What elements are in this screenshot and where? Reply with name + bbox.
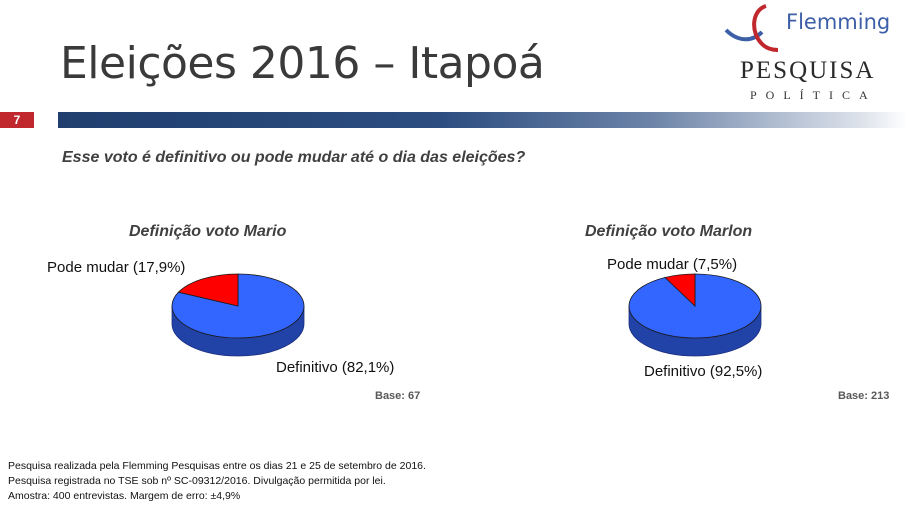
flemming-mark-icon xyxy=(724,4,779,52)
pie-chart-mario xyxy=(171,273,305,357)
page-title: Eleições 2016 – Itapoá xyxy=(60,38,545,89)
page-number-badge: 7 xyxy=(0,112,34,128)
logo-brand: Flemming xyxy=(786,10,891,34)
survey-question: Esse voto é definitivo ou pode mudar até… xyxy=(62,149,526,166)
pie-chart-marlon xyxy=(628,273,762,357)
footer-line: Amostra: 400 entrevistas. Margem de erro… xyxy=(8,490,241,502)
pie-slice-pode-mudar xyxy=(177,273,239,307)
slice-label-marlon-pode-mudar: Pode mudar (7,5%) xyxy=(607,256,738,273)
logo-line1: PESQUISA xyxy=(740,57,876,84)
header-bar xyxy=(58,112,907,128)
slice-label-mario-definitivo: Definitivo (82,1%) xyxy=(276,359,395,376)
chart-title-marlon: Definição voto Marlon xyxy=(585,223,753,240)
slice-label-marlon-definitivo: Definitivo (92,5%) xyxy=(644,363,763,380)
footer-notes: Pesquisa realizada pela Flemming Pesquis… xyxy=(8,459,426,504)
footer-line: Pesquisa realizada pela Flemming Pesquis… xyxy=(8,460,426,472)
base-mario: Base: 67 xyxy=(375,390,421,402)
chart-title-mario: Definição voto Mario xyxy=(129,223,287,240)
footer-line: Pesquisa registrada no TSE sob nº SC-093… xyxy=(8,475,386,487)
base-marlon: Base: 213 xyxy=(838,390,890,402)
flemming-logo: Flemming PESQUISA POLÍTICA xyxy=(722,2,902,108)
pie-slice-pode-mudar xyxy=(664,273,696,307)
slice-label-mario-pode-mudar: Pode mudar (17,9%) xyxy=(47,259,186,276)
logo-line2: POLÍTICA xyxy=(750,88,877,102)
